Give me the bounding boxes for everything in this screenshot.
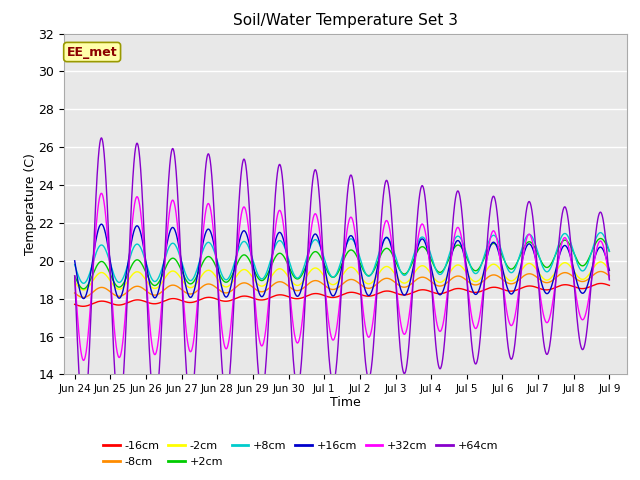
-2cm — [605, 267, 613, 273]
X-axis label: Time: Time — [330, 396, 361, 408]
-16cm — [164, 297, 172, 302]
-16cm — [605, 283, 613, 288]
-16cm — [538, 286, 545, 292]
Line: +16cm: +16cm — [75, 224, 609, 299]
-16cm — [71, 301, 79, 307]
-8cm — [300, 286, 307, 291]
+8cm — [605, 249, 613, 254]
+8cm — [71, 262, 79, 267]
-16cm — [300, 295, 307, 300]
+16cm — [164, 237, 172, 243]
+64cm — [132, 143, 140, 148]
-2cm — [132, 269, 140, 275]
+16cm — [97, 221, 105, 227]
Line: +2cm: +2cm — [75, 239, 609, 289]
+32cm — [71, 273, 79, 279]
-8cm — [605, 273, 613, 279]
+8cm — [80, 280, 88, 286]
-8cm — [538, 278, 545, 284]
-2cm — [596, 259, 604, 265]
+64cm — [80, 414, 88, 420]
Line: -8cm: -8cm — [75, 272, 609, 298]
-2cm — [300, 278, 307, 284]
+2cm — [132, 257, 140, 263]
+32cm — [132, 195, 140, 201]
-2cm — [595, 259, 603, 265]
+32cm — [80, 358, 88, 363]
+2cm — [595, 236, 603, 242]
+16cm — [80, 296, 88, 301]
-8cm — [276, 279, 284, 285]
+16cm — [605, 267, 613, 273]
+32cm — [300, 309, 307, 314]
+32cm — [276, 208, 284, 214]
+32cm — [97, 191, 105, 196]
Text: EE_met: EE_met — [67, 46, 118, 59]
-8cm — [597, 269, 605, 275]
+2cm — [605, 249, 613, 254]
Line: -2cm: -2cm — [75, 262, 609, 290]
+64cm — [605, 277, 613, 283]
Y-axis label: Temperature (C): Temperature (C) — [24, 153, 37, 255]
+32cm — [538, 302, 545, 308]
Line: +64cm: +64cm — [75, 138, 609, 417]
+64cm — [538, 321, 545, 326]
-16cm — [132, 297, 140, 303]
+16cm — [71, 258, 79, 264]
Legend: -16cm, -8cm, -2cm, +2cm, +8cm, +16cm, +32cm, +64cm: -16cm, -8cm, -2cm, +2cm, +8cm, +16cm, +3… — [99, 437, 502, 471]
+64cm — [71, 273, 79, 279]
+32cm — [595, 239, 603, 245]
-2cm — [80, 287, 88, 293]
+64cm — [164, 191, 172, 197]
-2cm — [71, 279, 79, 285]
+32cm — [605, 277, 613, 283]
+2cm — [300, 270, 307, 276]
+64cm — [300, 332, 307, 338]
+64cm — [276, 162, 284, 168]
+64cm — [97, 135, 105, 141]
-8cm — [71, 290, 79, 296]
+2cm — [71, 273, 79, 279]
+16cm — [276, 229, 284, 235]
-8cm — [595, 269, 603, 275]
-8cm — [79, 295, 87, 300]
+16cm — [595, 245, 603, 251]
+64cm — [595, 211, 603, 216]
+8cm — [596, 230, 604, 236]
+8cm — [132, 242, 140, 248]
-2cm — [276, 266, 284, 272]
+8cm — [300, 266, 307, 272]
+8cm — [276, 238, 284, 243]
-2cm — [164, 272, 172, 277]
-16cm — [597, 281, 605, 287]
+16cm — [132, 224, 140, 229]
+8cm — [538, 261, 545, 266]
-8cm — [132, 284, 140, 289]
+16cm — [300, 278, 307, 284]
Line: -16cm: -16cm — [75, 284, 609, 306]
+2cm — [276, 251, 284, 256]
+8cm — [164, 248, 172, 253]
-8cm — [164, 284, 172, 290]
+2cm — [597, 236, 605, 241]
Line: +8cm: +8cm — [75, 233, 609, 283]
Line: +32cm: +32cm — [75, 193, 609, 360]
+2cm — [164, 261, 172, 266]
+16cm — [538, 281, 545, 287]
Title: Soil/Water Temperature Set 3: Soil/Water Temperature Set 3 — [233, 13, 458, 28]
+2cm — [79, 286, 87, 292]
+2cm — [538, 259, 545, 265]
-16cm — [79, 303, 87, 309]
+32cm — [164, 224, 172, 230]
-2cm — [538, 274, 545, 279]
-16cm — [595, 281, 603, 287]
+8cm — [595, 230, 603, 236]
-16cm — [276, 292, 284, 298]
